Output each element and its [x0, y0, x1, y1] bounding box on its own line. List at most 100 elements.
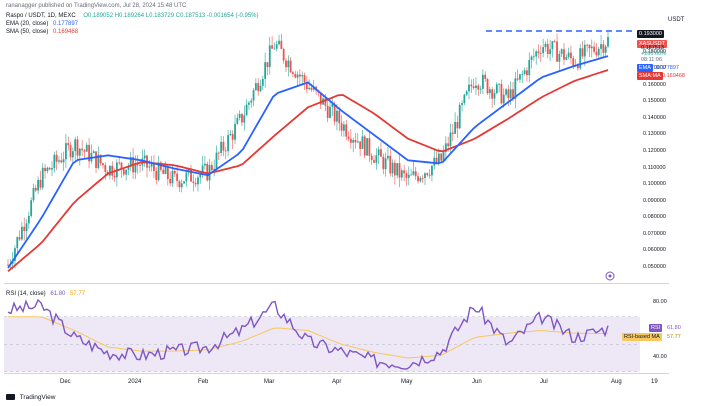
- price-tick-label: 0.110000: [643, 164, 666, 171]
- candle-body: [491, 89, 494, 99]
- candle-body: [488, 89, 491, 94]
- change-tag: +260.60%: [641, 51, 666, 57]
- candle-body: [356, 141, 359, 143]
- candle-body: [78, 148, 81, 156]
- candle-body: [523, 70, 526, 74]
- candle-body: [410, 174, 412, 176]
- candle-body: [74, 139, 77, 152]
- candle-body: [217, 152, 220, 154]
- price-tick-label: 0.100000: [643, 181, 666, 188]
- candle-body: [542, 47, 545, 54]
- author-line: rananagger published on TradingView.com,…: [6, 3, 187, 9]
- candle-body: [157, 162, 160, 180]
- time-axis-border: [4, 373, 669, 374]
- rsi-legend-row[interactable]: RSI (14, close) 61.80 57.77: [6, 291, 85, 297]
- candle-body: [241, 113, 243, 123]
- rsi-ma-tag-label: RSI-based MA: [624, 334, 660, 340]
- candle-body: [294, 74, 297, 78]
- price-tick-label: 0.060000: [643, 247, 666, 254]
- candle-body: [310, 87, 313, 90]
- ema-tag-label: EMA: [639, 65, 651, 71]
- rsi-legend-label: RSI (14, close): [6, 291, 46, 297]
- candle-body: [88, 144, 90, 162]
- candle-body: [437, 153, 440, 164]
- alert-icon: [605, 271, 615, 281]
- candle-body: [139, 164, 141, 166]
- candle-body: [176, 173, 179, 182]
- candle-body: [412, 171, 415, 175]
- candle-body: [210, 164, 213, 171]
- candle-body: [134, 164, 137, 173]
- candle-body: [498, 83, 501, 85]
- candle-body: [403, 170, 406, 174]
- candle-body: [97, 154, 100, 168]
- candle-body: [41, 167, 44, 188]
- candle-body: [39, 179, 42, 188]
- candle-body: [417, 176, 419, 182]
- candle-body: [461, 103, 463, 105]
- symbol-name[interactable]: Raspo / USDT, 1D, MEXC: [6, 13, 76, 19]
- rsi-legend-extra: 57.77: [70, 291, 86, 297]
- candle-body: [150, 163, 153, 167]
- candle-body: [14, 248, 16, 261]
- candle-body: [336, 110, 338, 122]
- candle-body: [136, 164, 139, 166]
- time-tick-label: 19: [651, 379, 658, 385]
- candle-body: [197, 177, 199, 185]
- price-tick-label: 0.180000: [643, 48, 666, 55]
- candle-body: [424, 173, 426, 179]
- candle-body: [155, 170, 158, 180]
- candle-body: [347, 136, 350, 139]
- candle-body: [516, 78, 519, 80]
- candle-body: [32, 187, 35, 201]
- symbol-legend-row: Raspo / USDT, 1D, MEXC O0.189052 H0.1892…: [6, 13, 259, 19]
- ohlc-values: O0.189052 H0.189264 L0.183729 C0.187513 …: [83, 13, 259, 19]
- candle-body: [319, 92, 322, 105]
- candle-body: [199, 173, 202, 178]
- candle-body: [122, 169, 125, 175]
- candle-body: [58, 160, 60, 162]
- candle-body: [567, 52, 570, 57]
- candle-body: [60, 160, 63, 163]
- candle-layer: [7, 31, 609, 270]
- candle-body: [37, 179, 40, 191]
- candle-body: [396, 163, 399, 176]
- sma-legend-row[interactable]: SMA (50, close) 0.169468: [6, 29, 78, 35]
- candle-body: [593, 46, 596, 52]
- candle-body: [495, 84, 498, 94]
- symbol-tag-label: XASUSDT: [639, 41, 665, 47]
- candle-body: [419, 177, 422, 182]
- candle-body: [201, 165, 204, 174]
- candle-body: [549, 49, 551, 55]
- tradingview-footer[interactable]: TradingView: [6, 394, 55, 401]
- currency-label: USDT: [668, 17, 685, 23]
- candle-body: [25, 223, 28, 231]
- candle-body: [55, 154, 58, 162]
- candle-body: [600, 44, 602, 49]
- candle-body: [185, 172, 188, 182]
- candle-body: [190, 168, 192, 182]
- candle-body: [46, 167, 49, 172]
- candle-body: [326, 105, 329, 118]
- last-price-tag: 0.187513: [641, 45, 664, 51]
- candle-body: [282, 48, 285, 61]
- candle-body: [238, 113, 241, 118]
- rsi-ma-line: [8, 316, 609, 359]
- sma-tag: SMA:MA: [637, 72, 663, 80]
- candle-body: [590, 46, 593, 49]
- candle-body: [391, 162, 394, 174]
- sma-legend-label: SMA (50, close): [6, 29, 49, 35]
- ema-legend-row[interactable]: EMA (20, close) 0.177897: [6, 21, 78, 27]
- candle-body: [71, 151, 74, 158]
- candle-body: [560, 49, 563, 54]
- countdown-tag: 08:11:06: [641, 57, 663, 63]
- candle-body: [213, 168, 216, 171]
- candle-body: [222, 141, 225, 151]
- ema-20-line: [7, 55, 609, 269]
- candle-body: [99, 154, 102, 164]
- pane-divider[interactable]: [4, 283, 669, 284]
- candle-body: [257, 83, 260, 92]
- price-tick-label: 0.150000: [643, 98, 666, 105]
- candle-body: [324, 98, 327, 106]
